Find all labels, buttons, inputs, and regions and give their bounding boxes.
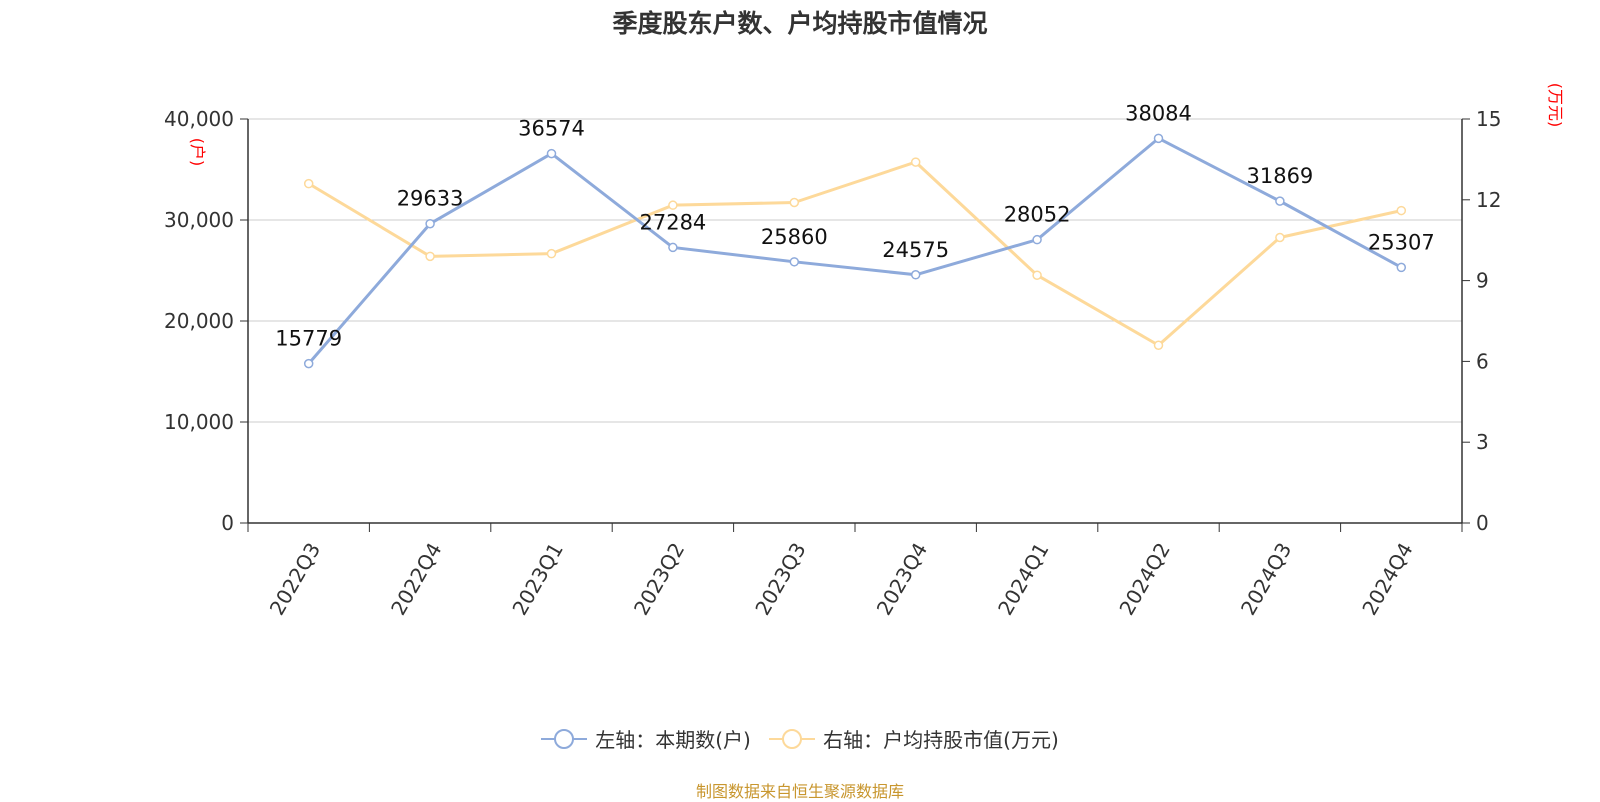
data-label-holders: 25307 (1368, 230, 1435, 254)
source-note: 制图数据来自恒生聚源数据库 (695, 782, 904, 801)
y-right-tick-label: 9 (1476, 269, 1489, 293)
data-label-holders: 36574 (518, 117, 585, 141)
legend-item-left[interactable]: 左轴：本期数(户) (541, 724, 751, 753)
data-point-holders (910, 270, 921, 280)
data-label-holders: 24575 (882, 238, 949, 262)
data-point-market-value (1153, 340, 1164, 350)
x-tick-label: 2023Q2 (629, 539, 689, 620)
data-point-market-value (668, 200, 678, 210)
legend: 左轴：本期数(户) 右轴：户均持股市值(万元) (0, 724, 1600, 756)
series-line-market-value (307, 160, 1402, 347)
y-left-tick-label: 30,000 (164, 208, 234, 232)
data-point-holders (1153, 133, 1164, 144)
y-right-tick-label: 15 (1476, 107, 1501, 131)
x-tick-label: 2022Q3 (265, 539, 325, 620)
legend-label-right: 右轴：户均持股市值(万元) (823, 728, 1059, 752)
y-left-tick-label: 0 (221, 511, 234, 535)
y-right-unit-label: (万元) (1546, 83, 1565, 128)
series-line-holders (307, 136, 1403, 365)
y-right-tick-label: 0 (1476, 511, 1489, 535)
y-right-tick-label: 3 (1476, 430, 1489, 454)
x-tick-label: 2024Q3 (1236, 539, 1296, 620)
data-point-holders (1275, 196, 1285, 206)
data-point-market-value (425, 251, 435, 262)
x-tick-label: 2023Q1 (507, 539, 567, 620)
data-label-holders: 28052 (1004, 203, 1071, 227)
data-point-holders (1396, 262, 1407, 273)
data-label-holders: 15779 (275, 327, 342, 351)
data-label-holders: 38084 (1125, 101, 1192, 125)
data-label-holders: 27284 (639, 210, 706, 234)
data-label-holders: 29633 (397, 187, 464, 211)
data-point-market-value (1275, 232, 1285, 243)
data-label-holders: 25860 (761, 225, 828, 249)
data-point-holders (668, 242, 678, 253)
data-point-market-value (789, 197, 800, 208)
data-point-market-value (1032, 270, 1042, 280)
data-point-market-value (1396, 205, 1407, 216)
chart-title: 季度股东户数、户均持股市值情况 (612, 9, 988, 38)
data-point-market-value (303, 178, 314, 189)
y-right-tick-label: 12 (1476, 188, 1501, 212)
data-point-holders (425, 218, 435, 229)
data-point-holders (546, 148, 557, 159)
legend-item-right[interactable]: 右轴：户均持股市值(万元) (769, 724, 1059, 753)
y-left-tick-label: 10,000 (164, 410, 234, 434)
x-tick-label: 2024Q1 (993, 539, 1053, 620)
x-tick-label: 2024Q4 (1357, 539, 1417, 620)
legend-line-circle-icon (541, 728, 588, 749)
y-left-tick-label: 20,000 (164, 309, 234, 333)
x-tick-label: 2023Q3 (750, 539, 810, 620)
x-tick-label: 2023Q4 (872, 539, 932, 620)
y-right-tick-label: 6 (1476, 349, 1489, 373)
y-left-unit-label: (户) (188, 138, 207, 167)
data-point-holders (303, 358, 314, 369)
data-point-holders (1032, 234, 1042, 245)
data-point-market-value (910, 157, 921, 167)
y-left-tick-label: 40,000 (164, 107, 234, 131)
legend-line-circle-icon (769, 728, 816, 749)
x-tick-label: 2024Q2 (1114, 539, 1174, 620)
data-point-market-value (546, 248, 557, 259)
data-point-holders (789, 257, 800, 267)
legend-label-left: 左轴：本期数(户) (595, 728, 751, 752)
data-label-holders: 31869 (1246, 164, 1313, 188)
x-tick-label: 2022Q4 (386, 539, 446, 620)
